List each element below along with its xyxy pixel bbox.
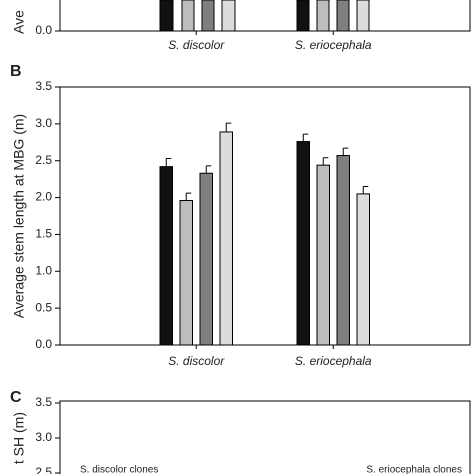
error-bar [342,147,349,156]
bar [316,164,330,346]
y-tick-label: 2.0 [35,190,52,204]
bar-fragment [201,0,215,32]
error-bar [302,133,309,142]
panel-a-frame [59,0,471,32]
y-tick-label: 3.5 [35,79,52,93]
bar-fragment [181,0,195,32]
y-axis-label: t SH (m) [11,412,27,464]
y-tick-label: 2.5 [35,153,52,167]
x-tick-label: S. eriocephala [295,354,372,368]
bar-fragment [159,0,174,32]
bar [179,200,193,346]
bar [219,131,233,346]
bar [296,141,310,346]
panel-title: B [10,63,22,80]
y-tick-label: 0.0 [35,23,52,37]
annotation: S. discolor clones [80,465,158,474]
panel-b-frame [59,86,471,346]
bar [356,193,370,346]
bar-fragment [356,0,370,32]
panel-c-frame [59,400,471,474]
error-bar [225,122,232,132]
y-tick-label: 0.5 [35,300,52,314]
y-tick-label: 0.0 [35,337,52,351]
bar [199,172,213,346]
y-axis-label: Ave [11,10,27,34]
y-axis-label: Average stem length at MBG (m) [11,114,27,318]
bar-fragment [221,0,236,32]
error-bar [185,192,192,201]
bar-fragment [336,0,350,32]
panel-a-bars [159,0,370,32]
error-bar [205,165,212,174]
y-tick-label: 3.5 [35,395,52,409]
error-bar [165,158,172,167]
y-tick-label: 3.0 [35,430,52,444]
error-bar [362,186,369,194]
y-tick-label: 1.5 [35,227,52,241]
y-tick-label: 3.0 [35,116,52,130]
x-tick-label: S. discolor [168,354,225,368]
bar [159,166,173,346]
panel-title: C [10,389,22,406]
y-tick-label: 1.0 [35,263,52,277]
bar [336,155,350,346]
bar-fragment [296,0,310,32]
annotation: S. eriocephala clones [366,465,462,474]
error-bar [322,157,329,166]
y-tick-label: 2.5 [35,465,52,474]
x-tick-label: S. eriocephala [295,38,372,52]
bar-fragment [316,0,330,32]
x-tick-label: S. discolor [168,38,225,52]
